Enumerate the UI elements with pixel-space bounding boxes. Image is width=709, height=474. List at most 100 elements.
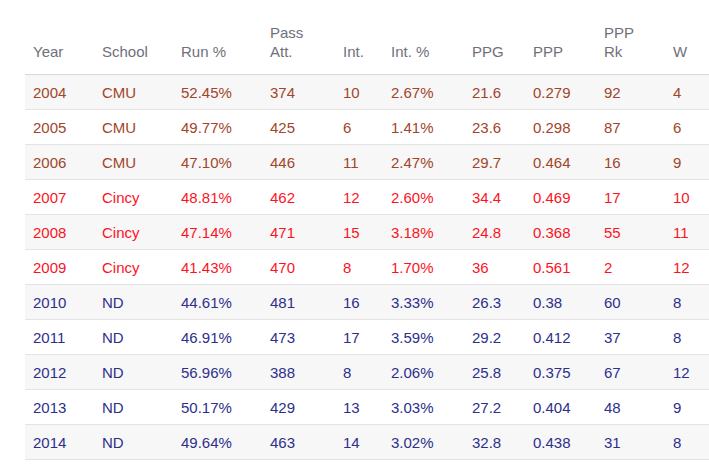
cell: 0.469 xyxy=(525,180,596,215)
cell: 6 xyxy=(335,110,383,145)
cell: 471 xyxy=(262,215,335,250)
cell: 31 xyxy=(596,425,665,460)
column-header-label: Run % xyxy=(181,43,226,60)
table-row: 2014ND49.64%463143.02%32.80.438318 xyxy=(25,425,709,460)
cell: 0.368 xyxy=(525,215,596,250)
column-header-label: W xyxy=(673,43,687,60)
cell: 17 xyxy=(596,180,665,215)
column-header-pass-att: Pass Att. xyxy=(262,23,335,75)
column-header-label: School xyxy=(102,43,148,60)
cell: 2011 xyxy=(25,320,94,355)
cell: 8 xyxy=(665,425,709,460)
cell: 12 xyxy=(335,180,383,215)
cell: ND xyxy=(94,355,173,390)
cell: CMU xyxy=(94,145,173,180)
cell: 8 xyxy=(665,285,709,320)
cell: 12 xyxy=(665,250,709,285)
cell: 3.33% xyxy=(383,285,464,320)
column-header-school: School xyxy=(94,23,173,75)
cell: 3.03% xyxy=(383,390,464,425)
column-header-int: Int. % xyxy=(383,23,464,75)
cell: 32.8 xyxy=(464,425,525,460)
cell: 46.91% xyxy=(173,320,262,355)
cell: ND xyxy=(94,320,173,355)
cell: 470 xyxy=(262,250,335,285)
column-header-label: PPG xyxy=(472,43,504,60)
cell: 9 xyxy=(665,145,709,180)
cell: 16 xyxy=(335,285,383,320)
cell: ND xyxy=(94,285,173,320)
cell: 0.375 xyxy=(525,355,596,390)
cell: 16 xyxy=(596,145,665,180)
cell: 55 xyxy=(596,215,665,250)
column-header-label: Year xyxy=(33,43,63,60)
cell: 49.64% xyxy=(173,425,262,460)
cell: 2.67% xyxy=(383,75,464,110)
cell: 388 xyxy=(262,355,335,390)
cell: 2009 xyxy=(25,250,94,285)
cell: 17 xyxy=(335,320,383,355)
cell: 425 xyxy=(262,110,335,145)
cell: 47.14% xyxy=(173,215,262,250)
cell: Cincy xyxy=(94,180,173,215)
cell: 2010 xyxy=(25,285,94,320)
cell: 4 xyxy=(665,75,709,110)
cell: 11 xyxy=(665,215,709,250)
cell: ND xyxy=(94,390,173,425)
cell: 13 xyxy=(335,390,383,425)
column-header-ppg: PPG xyxy=(464,23,525,75)
cell: 0.412 xyxy=(525,320,596,355)
table-row: 2007Cincy48.81%462122.60%34.40.4691710 xyxy=(25,180,709,215)
column-header-label: Int. xyxy=(343,43,364,60)
cell: 10 xyxy=(665,180,709,215)
table-row: 2012ND56.96%38882.06%25.80.3756712 xyxy=(25,355,709,390)
cell: 9 xyxy=(665,390,709,425)
cell: 374 xyxy=(262,75,335,110)
cell: 15 xyxy=(335,215,383,250)
cell: 473 xyxy=(262,320,335,355)
page: Year School Run % Pass Att. Int. Int. % PPG PPP… xyxy=(0,23,709,474)
cell: 48.81% xyxy=(173,180,262,215)
column-header-label: PPP xyxy=(533,43,563,60)
cell: 47.10% xyxy=(173,145,262,180)
cell: 481 xyxy=(262,285,335,320)
column-header-ppp-rk: PPP Rk xyxy=(596,23,665,75)
cell: 8 xyxy=(665,320,709,355)
cell: 0.279 xyxy=(525,75,596,110)
cell: ND xyxy=(94,425,173,460)
cell: 56.96% xyxy=(173,355,262,390)
cell: 1.70% xyxy=(383,250,464,285)
cell: 27.2 xyxy=(464,390,525,425)
table-row: 2010ND44.61%481163.33%26.30.38608 xyxy=(25,285,709,320)
cell: 11 xyxy=(335,145,383,180)
cell: 2004 xyxy=(25,75,94,110)
cell: 429 xyxy=(262,390,335,425)
table-body: 2004CMU52.45%374102.67%21.60.2799242005C… xyxy=(25,75,709,460)
cell: 0.438 xyxy=(525,425,596,460)
header-row: Year School Run % Pass Att. Int. Int. % PPG PPP… xyxy=(25,23,709,75)
table-row: 2004CMU52.45%374102.67%21.60.279924 xyxy=(25,75,709,110)
cell: 1.41% xyxy=(383,110,464,145)
cell: 463 xyxy=(262,425,335,460)
cell: 3.59% xyxy=(383,320,464,355)
cell: 2012 xyxy=(25,355,94,390)
cell: 41.43% xyxy=(173,250,262,285)
cell: 462 xyxy=(262,180,335,215)
cell: 8 xyxy=(335,250,383,285)
cell: 2.47% xyxy=(383,145,464,180)
cell: 2005 xyxy=(25,110,94,145)
cell: Cincy xyxy=(94,250,173,285)
cell: CMU xyxy=(94,75,173,110)
cell: 0.561 xyxy=(525,250,596,285)
cell: 24.8 xyxy=(464,215,525,250)
cell: 87 xyxy=(596,110,665,145)
table-row: 2011ND46.91%473173.59%29.20.412378 xyxy=(25,320,709,355)
cell: 12 xyxy=(665,355,709,390)
cell: 8 xyxy=(335,355,383,390)
cell: 92 xyxy=(596,75,665,110)
column-header-label: Int. % xyxy=(391,43,429,60)
table-row: 2009Cincy41.43%47081.70%360.561212 xyxy=(25,250,709,285)
cell: 48 xyxy=(596,390,665,425)
cell: CMU xyxy=(94,110,173,145)
cell: 21.6 xyxy=(464,75,525,110)
